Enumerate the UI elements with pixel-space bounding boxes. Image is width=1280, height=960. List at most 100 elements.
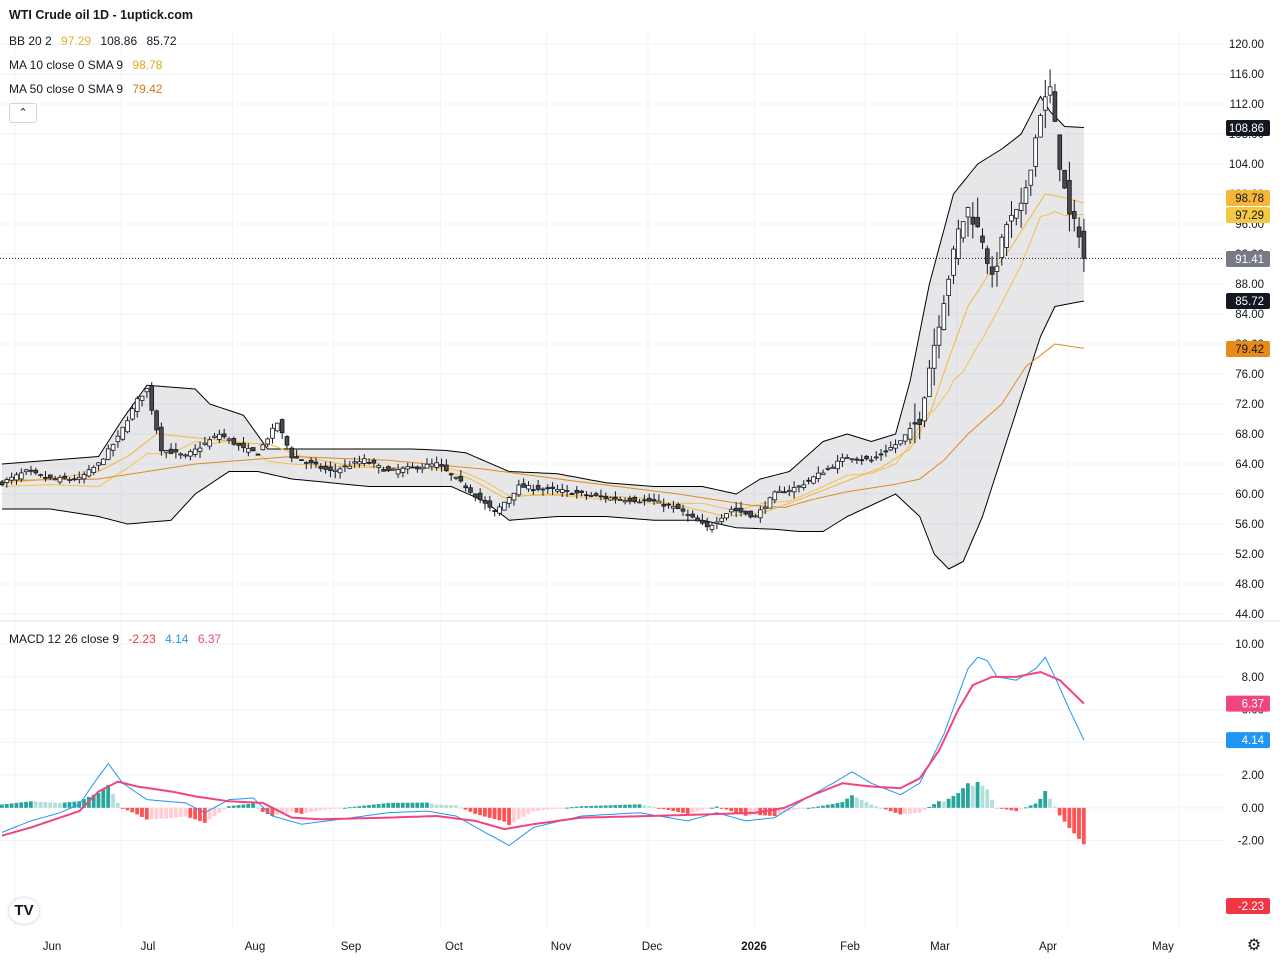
candle-body	[473, 493, 478, 498]
ma10-legend[interactable]: MA 10 close 0 SMA 9 98.78	[9, 57, 168, 73]
candle-body	[130, 408, 135, 420]
macd-hist-bar	[120, 807, 125, 809]
candle	[965, 206, 971, 237]
candle	[183, 453, 188, 459]
macd-badge-bg	[1226, 695, 1270, 712]
candle	[1052, 83, 1058, 123]
macd-hist-bar	[859, 799, 864, 808]
candle	[154, 409, 159, 434]
candle-body	[323, 465, 328, 470]
macd-hist-bar	[207, 807, 212, 820]
macd-hist-bar	[478, 807, 482, 816]
candle	[588, 492, 594, 498]
candle	[173, 442, 179, 459]
macd-hist-bar	[9, 803, 14, 808]
macd-hist-bar	[666, 807, 671, 810]
macd-badge-bg	[1226, 732, 1270, 749]
macd-hist-bar	[169, 807, 173, 819]
candle-body	[989, 266, 995, 275]
candle-body	[782, 491, 787, 494]
macd-hist-bar	[540, 807, 545, 811]
candle-body	[415, 466, 420, 470]
candle	[700, 513, 705, 526]
candle	[197, 441, 203, 459]
candle-body	[704, 521, 710, 528]
candle-body	[588, 495, 594, 497]
candle	[709, 522, 715, 533]
macd-hist-bar	[458, 807, 463, 809]
candle	[869, 456, 874, 463]
tradingview-logo-icon[interactable]: TV	[9, 898, 39, 924]
candle	[458, 470, 464, 483]
candle	[38, 473, 43, 478]
bb-lower-value: 85.72	[146, 34, 177, 48]
candle-body	[593, 493, 599, 496]
candle	[477, 488, 483, 504]
candle	[1023, 180, 1029, 215]
macd-tick-label: 0.00	[1242, 803, 1264, 815]
macd-hist-bar	[917, 807, 922, 813]
candle	[453, 476, 459, 481]
ma50-legend[interactable]: MA 50 close 0 SMA 9 79.42	[9, 81, 168, 97]
macd-legend[interactable]: MACD 12 26 close 9 -2.23 4.14 6.37	[9, 631, 227, 647]
macd-hist-bar	[1038, 798, 1043, 808]
macd-hist-bar	[4, 804, 9, 808]
macd-hist-bar	[91, 794, 96, 808]
macd-hist-bar	[33, 801, 38, 808]
candle-body	[922, 397, 927, 422]
candle-body	[444, 464, 449, 471]
candle-body	[221, 433, 227, 438]
macd-hist-bar	[734, 807, 738, 813]
macd-hist-bar	[898, 807, 903, 815]
candle	[608, 496, 613, 501]
candle	[318, 463, 324, 472]
candle	[854, 456, 860, 464]
candle-body	[743, 510, 749, 515]
macd-hist-bar	[483, 807, 487, 817]
candle	[951, 245, 956, 285]
macd-hist-bar	[825, 804, 830, 808]
candle-body	[965, 207, 971, 218]
candle-body	[48, 474, 53, 479]
macd-hist-bar	[767, 807, 772, 816]
candle-body	[540, 488, 546, 491]
macd-hist-bar	[869, 804, 874, 808]
macd-hist-bar	[347, 807, 352, 809]
price-badge-bg	[1226, 190, 1270, 206]
candle	[825, 465, 831, 471]
time-tick-label: Sep	[341, 941, 361, 953]
macd-hist-bar	[714, 806, 719, 808]
candle-body	[361, 458, 367, 464]
candle-body	[883, 450, 889, 453]
candle	[637, 498, 642, 504]
macd-hist-bar	[589, 805, 594, 808]
collapse-legend-button[interactable]: ⌃	[9, 103, 37, 123]
candle-body	[226, 438, 232, 441]
macd-hist-bar	[183, 807, 188, 817]
macd-hist-bar	[1048, 798, 1052, 808]
candle	[115, 430, 121, 448]
gear-icon[interactable]: ⚙	[1246, 937, 1262, 954]
candle-body	[1023, 187, 1029, 204]
macd-hist-bar	[598, 805, 603, 808]
candle-body	[332, 469, 338, 472]
candle-body	[656, 500, 662, 504]
candle-body	[951, 248, 956, 276]
candle-body	[825, 467, 831, 470]
candle	[1018, 187, 1024, 228]
macd-hist-bar	[961, 788, 965, 808]
macd-hist-bar	[28, 801, 33, 808]
candle	[893, 439, 898, 454]
macd-hist-bar	[202, 807, 207, 823]
candle	[96, 462, 101, 471]
candle-body	[178, 453, 184, 456]
candles	[0, 69, 1087, 533]
macd-hist-bar	[231, 805, 236, 808]
candle-body	[617, 498, 623, 501]
candle	[985, 245, 990, 275]
bb-legend[interactable]: BB 20 2 97.29 108.86 85.72	[9, 33, 183, 49]
ma50-legend-label: MA 50 close 0 SMA 9	[9, 82, 124, 96]
candle	[270, 423, 275, 444]
macd-hist-bar	[536, 807, 540, 811]
